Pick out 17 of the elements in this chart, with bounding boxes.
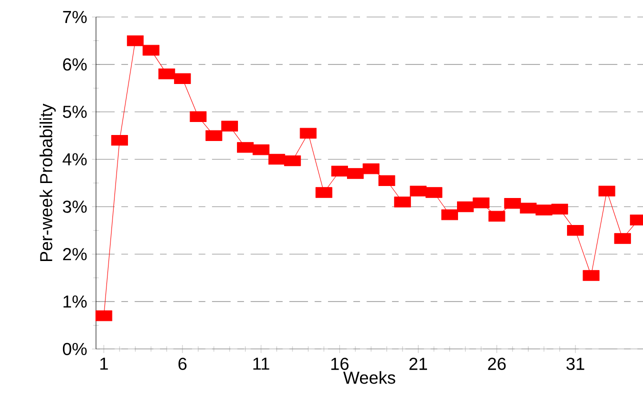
y-tick-label: 6% [63, 58, 87, 71]
x-tick-label: 1 [100, 358, 108, 370]
y-tick-label: 1% [64, 296, 87, 308]
x-tick-label: 31 [566, 358, 584, 370]
x-tick-label: 6 [178, 358, 187, 370]
y-tick-label: 7% [63, 10, 87, 24]
y-tick-label: 4% [62, 153, 87, 166]
y-tick-label: 0% [62, 342, 87, 356]
x-tick-label: 11 [253, 358, 270, 370]
y-tick-label: 2% [63, 248, 87, 260]
x-axis-title: Weeks [343, 371, 396, 384]
x-tick-label: 21 [409, 358, 428, 370]
x-tick-label: 16 [331, 358, 349, 370]
x-tick-label: 26 [488, 358, 506, 370]
y-tick-label: 5% [62, 106, 87, 118]
y-tick-label: 3% [62, 200, 87, 213]
y-axis-title: Per-week Probability [40, 104, 56, 262]
